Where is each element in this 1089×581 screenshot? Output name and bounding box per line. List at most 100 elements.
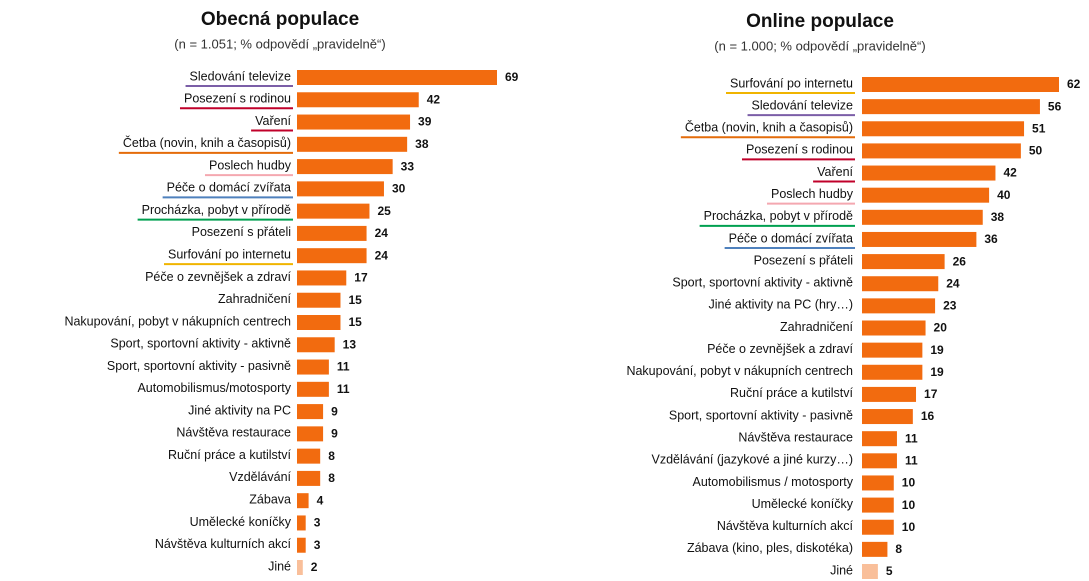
bar xyxy=(862,254,945,270)
category-label: Vzdělávání (jazykové a jiné kurzy…) xyxy=(652,453,853,467)
category-label: Automobilismus / motosporty xyxy=(693,475,854,489)
bar xyxy=(862,386,917,402)
category-label: Vaření xyxy=(817,165,853,179)
value-label: 24 xyxy=(375,248,389,262)
category-label: Surfování po internetu xyxy=(730,76,853,90)
category-label: Posezení s rodinou xyxy=(184,92,291,106)
value-label: 4 xyxy=(317,493,324,507)
category-label: Umělecké koníčky xyxy=(190,515,292,529)
category-label: Nakupování, pobyt v nákupních centrech xyxy=(64,314,291,328)
value-label: 42 xyxy=(1003,166,1017,180)
category-label: Vzdělávání xyxy=(229,470,291,484)
bar xyxy=(297,225,367,241)
category-label: Sledování televize xyxy=(190,69,292,83)
category-label: Automobilismus/motosporty xyxy=(137,381,291,395)
bar xyxy=(862,209,983,225)
value-label: 9 xyxy=(331,427,338,441)
category-label: Četba (novin, knih a časopisů) xyxy=(685,120,853,135)
category-label: Posezení s přáteli xyxy=(754,253,853,267)
category-label: Umělecké koníčky xyxy=(752,497,854,511)
value-label: 3 xyxy=(314,538,321,552)
bar xyxy=(297,248,367,264)
value-label: 13 xyxy=(343,337,357,351)
bar xyxy=(862,187,990,203)
category-label: Surfování po internetu xyxy=(168,247,291,261)
value-label: 8 xyxy=(328,449,335,463)
chart-subtitle: (n = 1.051; % odpovědí „pravidelně“) xyxy=(174,36,385,51)
category-label: Poslech hudby xyxy=(771,187,854,201)
value-label: 50 xyxy=(1029,144,1043,158)
bar xyxy=(297,70,497,85)
category-label: Péče o domácí zvířata xyxy=(729,231,853,245)
bar xyxy=(862,497,894,513)
category-label: Sledování televize xyxy=(752,98,854,112)
bar xyxy=(297,426,324,442)
category-label: Jiné aktivity na PC (hry…) xyxy=(709,298,853,312)
value-label: 51 xyxy=(1032,121,1046,135)
bar xyxy=(862,409,913,425)
category-label: Nakupování, pobyt v nákupních centrech xyxy=(626,364,853,378)
category-label: Zahradničení xyxy=(780,320,853,334)
bar xyxy=(297,136,408,152)
chart-title: Online populace xyxy=(746,11,894,32)
value-label: 17 xyxy=(354,271,368,285)
bar xyxy=(297,381,329,397)
bar xyxy=(297,292,341,308)
category-label: Návštěva kulturních akcí xyxy=(717,519,854,533)
value-label: 11 xyxy=(337,382,350,396)
bar xyxy=(297,448,321,464)
value-label: 24 xyxy=(375,226,389,240)
category-label: Péče o zevnějšek a zdraví xyxy=(707,342,853,356)
value-label: 38 xyxy=(415,137,429,151)
bar xyxy=(297,537,306,553)
value-label: 2 xyxy=(311,560,318,574)
bar xyxy=(862,276,939,292)
category-label: Procházka, pobyt v přírodě xyxy=(704,209,853,223)
value-label: 8 xyxy=(895,542,902,556)
chart-subtitle: (n = 1.000; % odpovědí „pravidelně“) xyxy=(714,38,925,53)
category-label: Zábava xyxy=(249,492,291,506)
category-label: Vaření xyxy=(255,114,291,128)
bar xyxy=(862,364,923,380)
value-label: 24 xyxy=(946,276,960,290)
bar xyxy=(862,231,977,247)
bar xyxy=(297,337,335,353)
category-label: Jiné xyxy=(830,563,853,577)
value-label: 62 xyxy=(1067,77,1081,91)
bar xyxy=(297,270,347,286)
bar xyxy=(862,541,888,557)
bar xyxy=(297,560,303,575)
bar xyxy=(862,519,894,535)
category-label: Zahradničení xyxy=(218,292,291,306)
category-label: Procházka, pobyt v přírodě xyxy=(142,203,291,217)
bar xyxy=(862,320,926,336)
value-label: 10 xyxy=(902,498,916,512)
value-label: 17 xyxy=(924,387,938,401)
value-label: 11 xyxy=(905,453,918,467)
category-label: Posezení s rodinou xyxy=(746,143,853,157)
bar xyxy=(297,515,306,531)
value-label: 25 xyxy=(377,204,391,218)
category-label: Návštěva restaurace xyxy=(738,430,853,444)
value-label: 19 xyxy=(930,365,944,379)
bar xyxy=(297,114,411,130)
value-label: 11 xyxy=(905,431,918,445)
category-label: Péče o zevnějšek a zdraví xyxy=(145,270,291,284)
chart-title: Obecná populace xyxy=(201,9,359,30)
bar xyxy=(297,159,393,175)
bar xyxy=(862,298,936,314)
value-label: 40 xyxy=(997,188,1011,202)
value-label: 8 xyxy=(328,471,335,485)
bar xyxy=(862,77,1059,92)
category-label: Návštěva kulturních akcí xyxy=(155,537,292,551)
category-label: Sport, sportovní aktivity - pasivně xyxy=(107,359,291,373)
bar xyxy=(862,564,878,579)
value-label: 16 xyxy=(921,409,935,423)
category-label: Sport, sportovní aktivity - pasivně xyxy=(669,408,853,422)
bar xyxy=(862,342,923,358)
bar xyxy=(297,470,321,486)
category-label: Ruční práce a kutilství xyxy=(168,448,291,462)
value-label: 10 xyxy=(902,520,916,534)
value-label: 15 xyxy=(348,293,362,307)
